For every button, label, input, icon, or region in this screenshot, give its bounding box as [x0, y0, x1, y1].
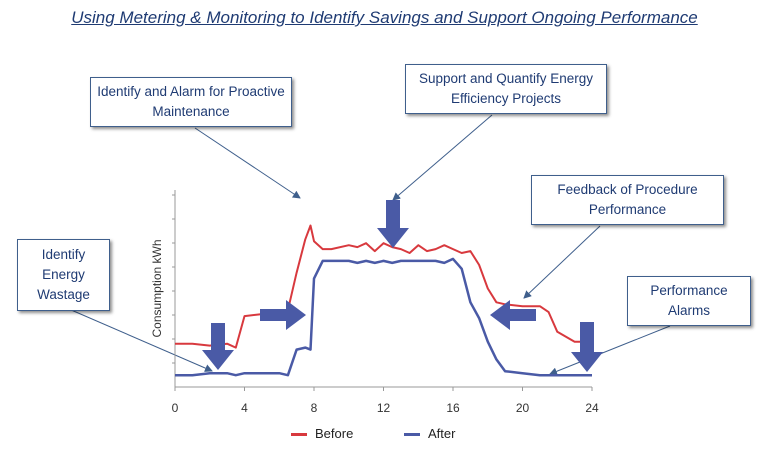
series-layer	[175, 224, 592, 377]
callout-alarms: Performance Alarms	[627, 276, 751, 326]
arrow-right	[260, 300, 306, 330]
callout-feedback: Feedback of Procedure Performance	[531, 175, 724, 225]
after-swatch	[404, 433, 420, 437]
pointer-support	[392, 114, 493, 201]
legend-after-label: After	[428, 426, 456, 441]
pointer-feedback	[523, 225, 601, 299]
y-axis-label: Consumption kWh	[150, 239, 164, 337]
series-line-after	[175, 257, 592, 377]
x-tick-label: 0	[172, 401, 179, 415]
callout-proactive: Identify and Alarm for Proactive Mainten…	[90, 77, 292, 127]
pointer-proactive	[194, 127, 301, 199]
pointer-wastage	[61, 305, 213, 372]
x-tick-label: 4	[241, 401, 248, 415]
arrow-right-left	[260, 286, 306, 308]
axes: 0 4 8 12 16 20 24 Consumption kWh	[150, 190, 599, 415]
x-tick-label: 24	[585, 401, 599, 415]
arrow-down-alarms	[571, 322, 603, 372]
legend-before-label: Before	[315, 426, 354, 441]
series-line-before	[175, 224, 592, 349]
x-tick-label: 8	[311, 401, 318, 415]
x-tick-label: 16	[446, 401, 460, 415]
arrow-down-wastage	[202, 323, 234, 370]
arrow-left	[490, 300, 536, 330]
callout-pointers	[61, 114, 671, 376]
pointer-alarms	[549, 325, 671, 376]
legend-after: After	[404, 426, 455, 441]
before-swatch	[291, 433, 307, 437]
arrow-down-support	[377, 200, 409, 248]
callout-wastage: Identify Energy Wastage	[17, 239, 110, 311]
big-arrows	[202, 200, 603, 372]
legend-before: Before	[291, 426, 353, 441]
x-tick-label: 20	[516, 401, 530, 415]
page-title: Using Metering & Monitoring to Identify …	[71, 8, 698, 27]
x-tick-label: 12	[377, 401, 391, 415]
callout-support: Support and Quantify Energy Efficiency P…	[405, 64, 607, 114]
